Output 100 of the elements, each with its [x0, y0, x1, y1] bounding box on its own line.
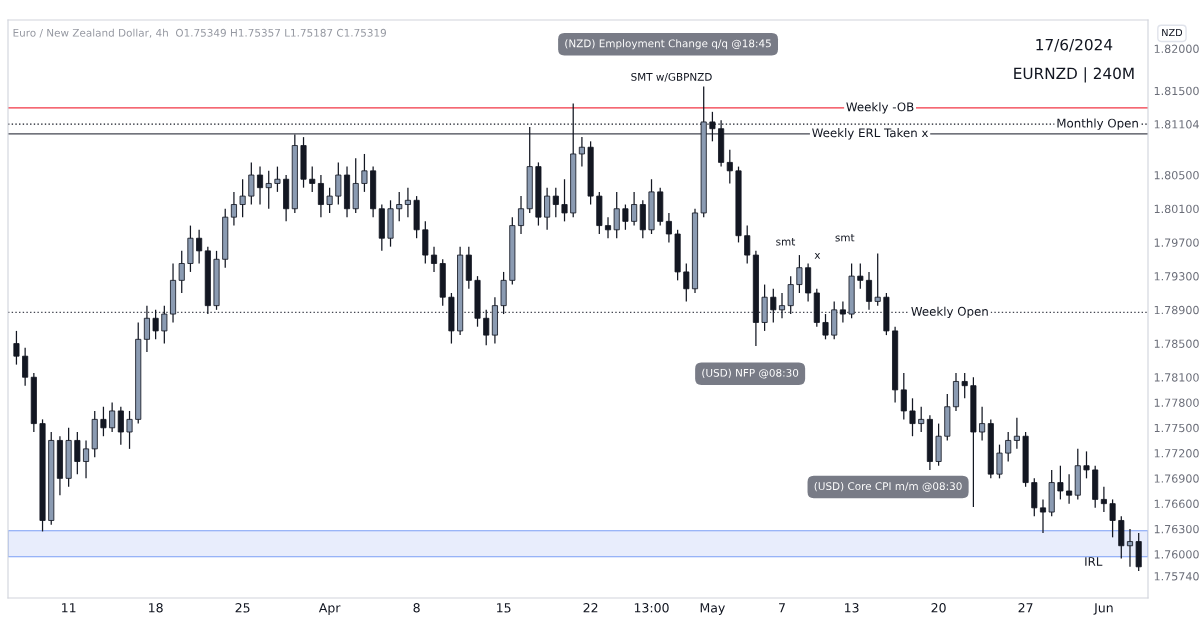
- x-tick-label: 11: [62, 603, 76, 613]
- candlestick: [152, 309, 159, 340]
- x-tick-label: 15: [497, 603, 511, 613]
- candlestick: [770, 288, 777, 324]
- candlestick: [961, 372, 968, 399]
- y-axis-title: NZD: [1162, 28, 1183, 37]
- candlestick: [979, 406, 986, 442]
- x-tick-label: 13:00: [634, 603, 669, 613]
- annotation: smt: [835, 234, 855, 242]
- candlestick: [257, 165, 264, 206]
- candlestick: [1013, 417, 1020, 450]
- candlestick: [248, 161, 255, 206]
- candlestick: [230, 191, 237, 227]
- ref-line-label: Monthly Open: [1057, 118, 1138, 130]
- candlestick: [143, 305, 150, 353]
- candlestick: [74, 431, 81, 475]
- x-tick-label: May: [700, 603, 725, 615]
- candlestick: [178, 250, 185, 294]
- ref-line-label: Weekly Open: [911, 306, 988, 319]
- ref-line-label: Weekly ERL Taken x: [812, 128, 929, 140]
- candlestick: [1005, 431, 1012, 463]
- candlestick: [117, 406, 124, 446]
- candlestick: [561, 178, 568, 222]
- candlestick: [631, 191, 638, 227]
- annotation: (USD) Core CPI m/m @08:30: [814, 481, 962, 492]
- annotation: smt: [776, 238, 796, 246]
- candlestick: [796, 254, 803, 294]
- candlestick: [274, 165, 281, 193]
- candlestick: [1109, 498, 1116, 538]
- annotation: 17/6/2024: [1036, 38, 1113, 52]
- candlestick: [918, 406, 925, 433]
- candlestick: [196, 229, 203, 265]
- y-tick-label: 1.77200: [1154, 449, 1199, 458]
- candlestick: [1126, 528, 1134, 568]
- candlestick: [552, 187, 559, 218]
- x-tick-label: 22: [583, 603, 598, 613]
- candlestick: [161, 305, 168, 345]
- annotation: EURNZD | 240M: [1014, 67, 1134, 83]
- candlestick: [909, 397, 916, 437]
- ref-line-label: Weekly -OB: [846, 102, 914, 114]
- x-tick-label: 8: [413, 603, 420, 613]
- candlestick: [822, 313, 829, 340]
- candlestick: [126, 410, 133, 450]
- y-tick-label: 1.76900: [1154, 474, 1199, 483]
- candlestick: [83, 439, 90, 479]
- candlestick: [744, 224, 751, 265]
- candlestick: [109, 401, 116, 433]
- candlestick: [726, 149, 733, 185]
- x-tick-label: Apr: [318, 603, 341, 615]
- x-tick-label: 18: [149, 603, 163, 613]
- candlestick: [239, 178, 246, 218]
- x-tick-label: 7: [779, 603, 785, 613]
- candlestick: [22, 347, 29, 387]
- y-tick-label: 1.78500: [1154, 339, 1199, 348]
- y-tick-label: 1.82000: [1154, 44, 1199, 54]
- candlestick: [396, 191, 403, 222]
- candlestick: [900, 372, 907, 421]
- candlestick: [613, 191, 620, 239]
- candlestick: [996, 444, 1003, 479]
- candlestick: [265, 170, 272, 210]
- candlestick: [1039, 498, 1047, 534]
- candlestick: [361, 153, 368, 193]
- candlestick: [404, 187, 411, 218]
- x-tick-label: Jun: [1093, 603, 1113, 615]
- candlestick: [874, 252, 881, 307]
- annotation: SMT w/GBPNZD: [631, 72, 712, 82]
- y-tick-label: 1.76000: [1154, 550, 1199, 559]
- y-tick-label: 1.78900: [1154, 305, 1199, 315]
- y-tick-label: 1.79300: [1154, 272, 1199, 281]
- y-tick-label: 1.80500: [1154, 171, 1199, 180]
- annotation: x: [814, 253, 821, 259]
- y-tick-label: 1.81104: [1154, 120, 1199, 129]
- candlestick: [665, 212, 672, 244]
- candlestick: [1066, 473, 1073, 505]
- candlestick: [787, 275, 794, 315]
- candlestick: [430, 246, 438, 273]
- candlestick: [578, 136, 585, 168]
- y-tick-label: 1.77500: [1154, 423, 1199, 433]
- candlestick: [544, 187, 551, 231]
- y-tick-label: 1.79700: [1154, 238, 1199, 247]
- candlestick: [778, 292, 786, 319]
- candlestick: [1057, 465, 1064, 501]
- y-tick-label: 1.75740: [1154, 572, 1199, 581]
- y-tick-label: 1.76600: [1154, 499, 1199, 509]
- x-tick-label: 13: [845, 603, 859, 613]
- y-tick-label: 1.78100: [1154, 373, 1199, 382]
- candlestick: [857, 262, 864, 290]
- candlestick: [517, 195, 525, 235]
- candlestick: [483, 309, 490, 346]
- candlestick: [317, 174, 324, 218]
- candlestick: [683, 262, 690, 303]
- candlestick: [1083, 450, 1090, 479]
- annotation: (NZD) Employment Change q/q @18:45: [565, 39, 771, 50]
- candlestick: [100, 406, 107, 437]
- x-tick-label: 20: [931, 603, 946, 613]
- x-tick-label: 27: [1018, 603, 1033, 613]
- candlestick: [839, 300, 846, 324]
- y-tick-label: 1.80100: [1154, 204, 1199, 214]
- x-tick-label: 25: [235, 603, 250, 613]
- candlestick: [865, 271, 873, 311]
